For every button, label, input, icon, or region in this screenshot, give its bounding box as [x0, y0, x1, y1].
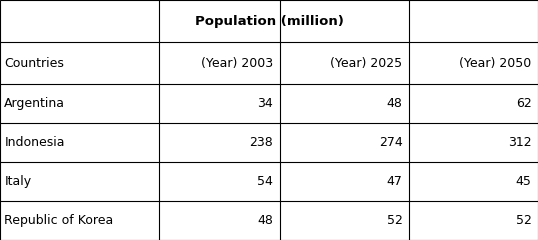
Text: (Year) 2025: (Year) 2025 — [330, 56, 402, 70]
Text: (Year) 2003: (Year) 2003 — [201, 56, 273, 70]
Text: 312: 312 — [508, 136, 532, 149]
Text: Argentina: Argentina — [4, 97, 65, 110]
Text: Republic of Korea: Republic of Korea — [4, 214, 114, 227]
Text: 34: 34 — [258, 97, 273, 110]
Text: 52: 52 — [386, 214, 402, 227]
Text: 47: 47 — [386, 175, 402, 188]
Text: 62: 62 — [516, 97, 532, 110]
Text: 274: 274 — [379, 136, 402, 149]
Text: 54: 54 — [257, 175, 273, 188]
Text: Countries: Countries — [4, 56, 64, 70]
Text: 238: 238 — [250, 136, 273, 149]
Text: (Year) 2050: (Year) 2050 — [459, 56, 532, 70]
Text: 45: 45 — [515, 175, 532, 188]
Text: 48: 48 — [257, 214, 273, 227]
Text: Italy: Italy — [4, 175, 31, 188]
Text: 52: 52 — [515, 214, 532, 227]
Text: Indonesia: Indonesia — [4, 136, 65, 149]
Text: 48: 48 — [386, 97, 402, 110]
Text: Population (million): Population (million) — [195, 14, 343, 28]
